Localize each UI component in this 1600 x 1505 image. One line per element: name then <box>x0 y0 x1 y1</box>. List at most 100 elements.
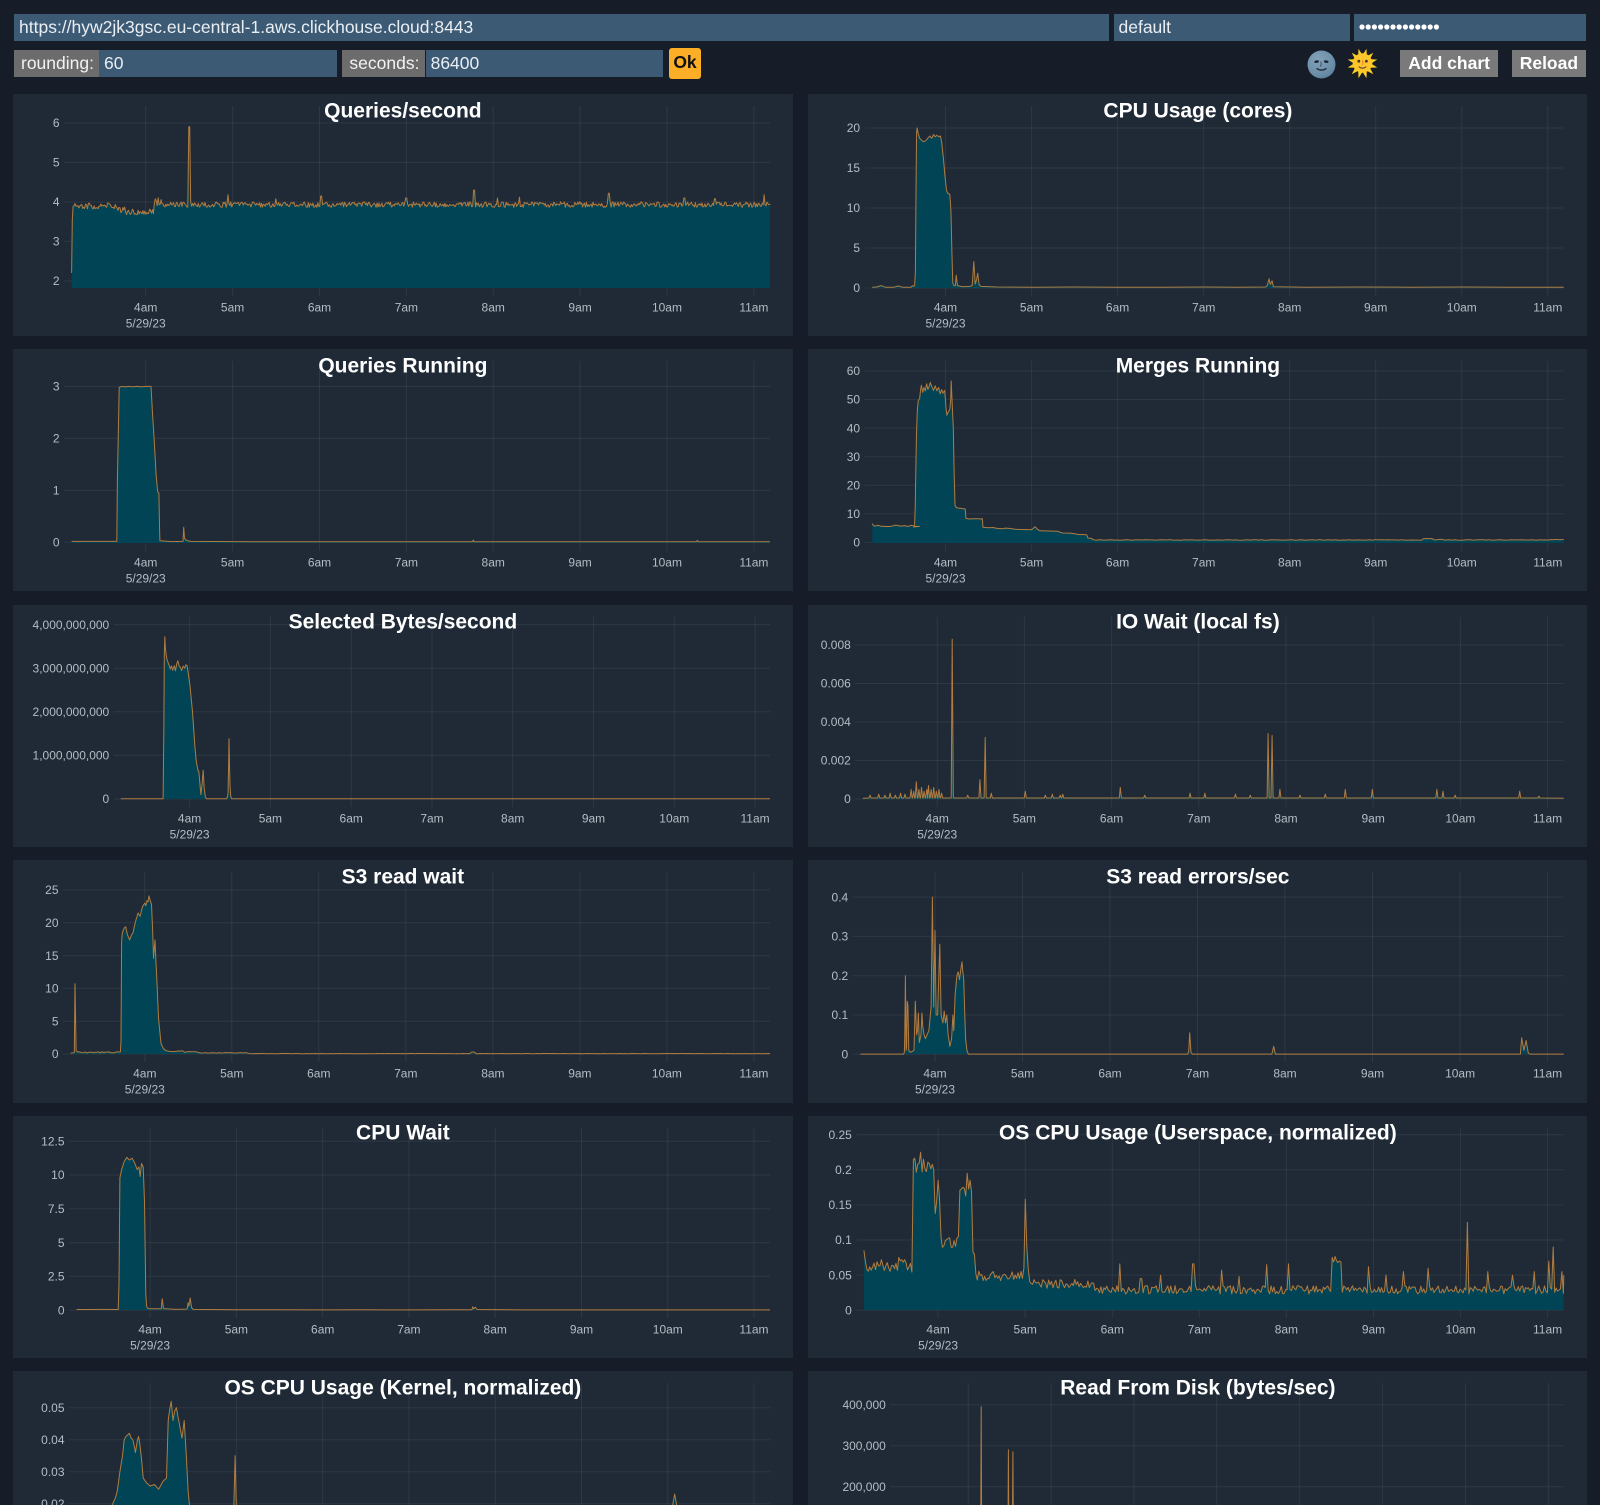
svg-text:2.5: 2.5 <box>48 1269 65 1283</box>
svg-text:4am: 4am <box>133 1067 156 1081</box>
svg-text:10am: 10am <box>1445 1322 1475 1336</box>
svg-text:15: 15 <box>45 949 59 963</box>
svg-text:OS CPU Usage (Userspace, norma: OS CPU Usage (Userspace, normalized) <box>999 1121 1397 1144</box>
svg-text:5/29/23: 5/29/23 <box>170 827 210 841</box>
svg-text:2,000,000,000: 2,000,000,000 <box>33 705 110 719</box>
svg-text:0: 0 <box>58 1303 65 1317</box>
svg-text:9am: 9am <box>568 556 591 570</box>
svg-text:5am: 5am <box>259 811 282 825</box>
svg-text:8am: 8am <box>501 811 524 825</box>
svg-text:10am: 10am <box>1447 556 1477 570</box>
svg-text:8am: 8am <box>484 1322 507 1336</box>
svg-text:4am: 4am <box>134 556 157 570</box>
svg-text:0: 0 <box>52 1047 59 1061</box>
svg-text:9am: 9am <box>568 1067 591 1081</box>
svg-text:11am: 11am <box>739 1322 768 1336</box>
svg-text:4am: 4am <box>926 1322 949 1336</box>
svg-text:Queries Running: Queries Running <box>318 355 487 378</box>
svg-text:0.05: 0.05 <box>41 1401 65 1415</box>
svg-text:8am: 8am <box>1274 811 1297 825</box>
svg-text:15: 15 <box>847 161 861 175</box>
svg-text:5/29/23: 5/29/23 <box>925 572 965 586</box>
svg-text:20: 20 <box>847 121 861 135</box>
svg-text:25: 25 <box>45 883 59 897</box>
svg-text:5/29/23: 5/29/23 <box>126 316 166 330</box>
svg-text:11am: 11am <box>739 300 768 314</box>
svg-text:5am: 5am <box>221 300 244 314</box>
svg-text:Merges Running: Merges Running <box>1115 355 1279 378</box>
svg-text:400,000: 400,000 <box>842 1398 886 1412</box>
svg-text:CPU Usage (cores): CPU Usage (cores) <box>1103 99 1292 122</box>
svg-text:S3 read errors/sec: S3 read errors/sec <box>1106 866 1289 889</box>
svg-text:5am: 5am <box>220 1067 243 1081</box>
svg-text:3: 3 <box>53 234 60 248</box>
svg-text:10am: 10am <box>1447 300 1477 314</box>
svg-text:5/29/23: 5/29/23 <box>918 1338 958 1352</box>
svg-text:200,000: 200,000 <box>842 1480 886 1494</box>
svg-text:0.03: 0.03 <box>41 1465 65 1479</box>
svg-text:10am: 10am <box>653 1322 683 1336</box>
svg-text:0: 0 <box>844 792 851 806</box>
svg-text:10am: 10am <box>652 300 682 314</box>
svg-text:0: 0 <box>103 792 110 806</box>
svg-text:6am: 6am <box>307 1067 330 1081</box>
svg-text:0.1: 0.1 <box>831 1008 848 1022</box>
svg-text:11am: 11am <box>1533 811 1562 825</box>
svg-text:7am: 7am <box>1187 1322 1210 1336</box>
svg-text:4am: 4am <box>934 300 957 314</box>
svg-text:0.008: 0.008 <box>821 638 851 652</box>
svg-text:7am: 7am <box>1187 811 1210 825</box>
svg-text:0.4: 0.4 <box>831 890 848 904</box>
svg-text:8am: 8am <box>1273 1067 1296 1081</box>
svg-text:9am: 9am <box>1362 1322 1385 1336</box>
svg-text:2: 2 <box>53 432 60 446</box>
svg-text:5am: 5am <box>1011 1067 1034 1081</box>
svg-text:9am: 9am <box>582 811 605 825</box>
svg-text:6am: 6am <box>308 556 331 570</box>
svg-text:5: 5 <box>53 155 60 169</box>
svg-text:9am: 9am <box>568 300 591 314</box>
svg-text:7am: 7am <box>1192 300 1215 314</box>
svg-text:10: 10 <box>847 507 861 521</box>
svg-text:8am: 8am <box>481 1067 504 1081</box>
svg-text:11am: 11am <box>739 1067 768 1081</box>
svg-text:9am: 9am <box>1364 300 1387 314</box>
svg-text:9am: 9am <box>1361 1067 1384 1081</box>
svg-text:6am: 6am <box>1106 300 1129 314</box>
svg-text:10am: 10am <box>659 811 689 825</box>
svg-text:10: 10 <box>847 201 861 215</box>
svg-text:1: 1 <box>53 484 60 498</box>
svg-text:10am: 10am <box>1445 811 1475 825</box>
svg-text:60: 60 <box>847 364 861 378</box>
svg-text:Read From Disk (bytes/sec): Read From Disk (bytes/sec) <box>1060 1377 1335 1400</box>
svg-text:10am: 10am <box>1445 1067 1475 1081</box>
svg-text:0: 0 <box>841 1048 848 1062</box>
svg-text:10am: 10am <box>652 556 682 570</box>
svg-text:5: 5 <box>52 1015 59 1029</box>
svg-text:4am: 4am <box>178 811 201 825</box>
svg-text:0.2: 0.2 <box>835 1163 852 1177</box>
svg-text:0.15: 0.15 <box>828 1198 852 1212</box>
svg-text:1,000,000,000: 1,000,000,000 <box>33 748 110 762</box>
svg-text:Queries/second: Queries/second <box>324 99 481 122</box>
svg-text:5am: 5am <box>1020 556 1043 570</box>
svg-text:300,000: 300,000 <box>842 1439 886 1453</box>
svg-text:4am: 4am <box>923 1067 946 1081</box>
svg-text:S3 read wait: S3 read wait <box>342 866 464 889</box>
svg-text:6am: 6am <box>308 300 331 314</box>
svg-text:4: 4 <box>53 195 60 209</box>
svg-text:7am: 7am <box>395 300 418 314</box>
svg-text:0.002: 0.002 <box>821 753 851 767</box>
svg-text:4am: 4am <box>925 811 948 825</box>
svg-text:5: 5 <box>853 241 860 255</box>
svg-text:8am: 8am <box>482 300 505 314</box>
svg-text:0.006: 0.006 <box>821 676 851 690</box>
svg-text:11am: 11am <box>739 556 768 570</box>
svg-text:0.04: 0.04 <box>41 1433 65 1447</box>
svg-text:8am: 8am <box>1278 300 1301 314</box>
svg-text:0.2: 0.2 <box>831 969 848 983</box>
svg-text:0: 0 <box>53 536 60 550</box>
svg-text:Selected Bytes/second: Selected Bytes/second <box>289 610 518 633</box>
svg-text:12.5: 12.5 <box>41 1134 65 1148</box>
svg-text:5am: 5am <box>1012 811 1035 825</box>
